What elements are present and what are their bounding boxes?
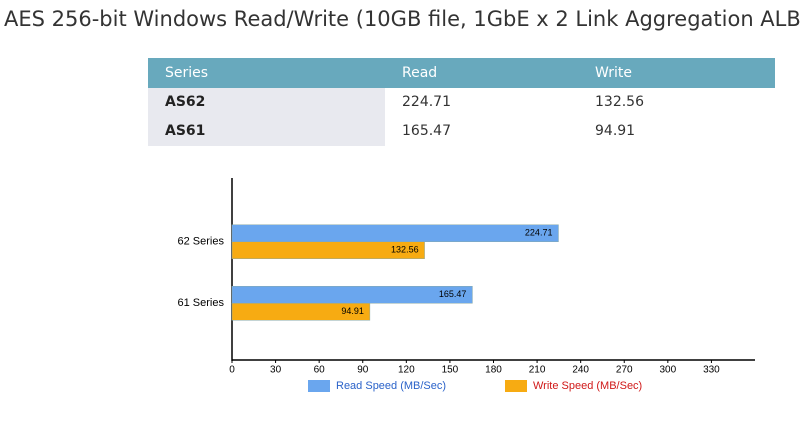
results-table: Series Read Write AS62 224.71 132.56 AS6… [148,58,775,146]
x-tick-label: 0 [229,365,235,376]
x-tick-label: 240 [572,365,589,376]
bar [231,303,371,321]
table-first-column-bg [148,88,385,146]
y-tick-label: 61 Series [178,297,225,309]
x-tick-label: 300 [659,365,676,376]
data-label: 132.56 [391,245,419,255]
x-tick-label: 90 [357,365,369,376]
table-cell: AS62 [165,94,205,110]
x-tick-label: 270 [616,365,633,376]
data-label: 165.47 [439,289,467,299]
bar [231,224,559,242]
legend-label: Read Speed (MB/Sec) [336,380,446,392]
data-label: 94.91 [341,306,364,316]
table-cell: 165.47 [402,123,451,139]
legend-label: Write Speed (MB/Sec) [533,380,642,392]
x-tick-label: 60 [314,365,326,376]
bar [231,241,425,259]
table-header: Series [165,65,208,81]
x-tick-label: 120 [398,365,415,376]
x-tick-label: 210 [529,365,546,376]
y-tick-label: 62 Series [178,236,225,248]
table-cell: 94.91 [595,123,635,139]
x-tick-label: 150 [442,365,459,376]
bar [231,286,473,304]
data-label: 224.71 [525,228,553,238]
legend-swatch [308,380,330,392]
x-tick-label: 180 [485,365,502,376]
page-title: AES 256-bit Windows Read/Write (10GB fil… [4,7,800,31]
legend-swatch [505,380,527,392]
table-cell: 224.71 [402,94,451,110]
x-tick-label: 30 [270,365,282,376]
table-cell: 132.56 [595,94,644,110]
table-header: Read [402,65,437,81]
x-tick-label: 330 [703,365,720,376]
table-header-bg [148,58,775,88]
table-cell: AS61 [165,123,205,139]
table-header: Write [595,65,632,81]
